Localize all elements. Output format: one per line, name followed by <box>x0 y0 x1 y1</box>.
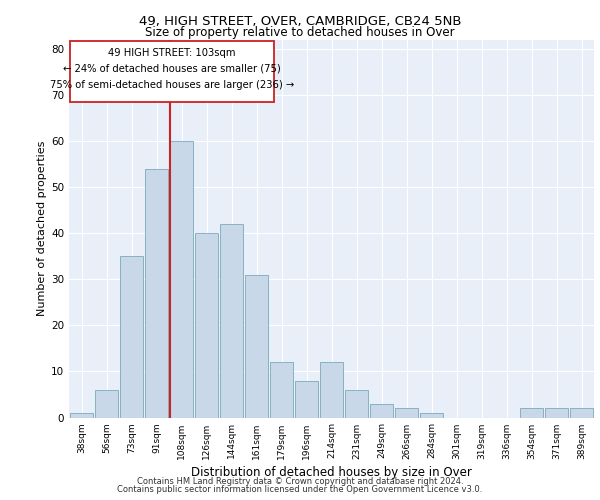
X-axis label: Distribution of detached houses by size in Over: Distribution of detached houses by size … <box>191 466 472 478</box>
Bar <box>170 142 193 418</box>
Y-axis label: Number of detached properties: Number of detached properties <box>37 141 47 316</box>
Bar <box>570 408 593 418</box>
Text: ← 24% of detached houses are smaller (75): ← 24% of detached houses are smaller (75… <box>63 64 281 74</box>
Bar <box>220 224 243 418</box>
Text: 49, HIGH STREET, OVER, CAMBRIDGE, CB24 5NB: 49, HIGH STREET, OVER, CAMBRIDGE, CB24 5… <box>139 15 461 28</box>
Bar <box>520 408 543 418</box>
Text: Contains public sector information licensed under the Open Government Licence v3: Contains public sector information licen… <box>118 485 482 494</box>
Text: 75% of semi-detached houses are larger (236) →: 75% of semi-detached houses are larger (… <box>50 80 294 90</box>
Bar <box>95 390 118 417</box>
Bar <box>545 408 568 418</box>
Bar <box>320 362 343 418</box>
Text: Contains HM Land Registry data © Crown copyright and database right 2024.: Contains HM Land Registry data © Crown c… <box>137 477 463 486</box>
Text: 49 HIGH STREET: 103sqm: 49 HIGH STREET: 103sqm <box>108 48 235 58</box>
Bar <box>395 408 418 418</box>
Bar <box>420 413 443 418</box>
Bar <box>145 169 168 418</box>
Bar <box>270 362 293 418</box>
Text: Size of property relative to detached houses in Over: Size of property relative to detached ho… <box>145 26 455 39</box>
FancyBboxPatch shape <box>70 41 274 102</box>
Bar <box>245 275 268 418</box>
Bar <box>70 413 93 418</box>
Bar <box>370 404 393 417</box>
Bar <box>345 390 368 417</box>
Bar <box>295 380 318 418</box>
Bar <box>195 234 218 418</box>
Bar <box>120 256 143 418</box>
